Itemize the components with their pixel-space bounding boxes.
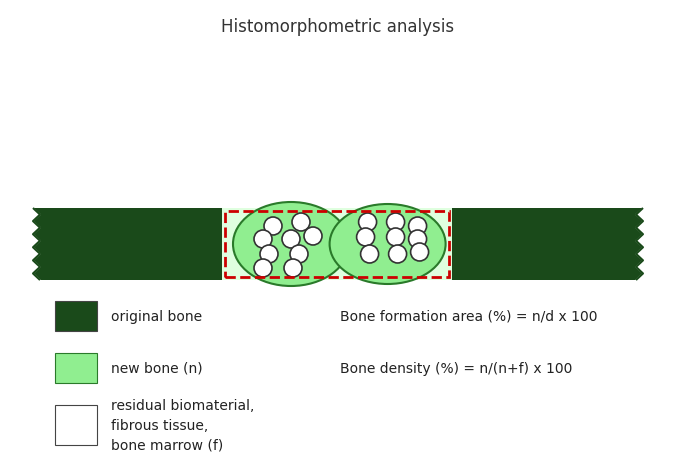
Text: Bone density (%) = n/(n+f) x 100: Bone density (%) = n/(n+f) x 100	[340, 361, 573, 375]
Bar	[222, 208, 452, 280]
Bar	[55, 302, 97, 331]
Circle shape	[254, 230, 272, 248]
Polygon shape	[19, 208, 40, 280]
Text: new bone (n): new bone (n)	[111, 361, 203, 375]
Circle shape	[260, 246, 278, 263]
Circle shape	[387, 213, 405, 231]
Circle shape	[389, 246, 406, 263]
Bar	[28, 208, 222, 280]
Text: Histomorphometric analysis: Histomorphometric analysis	[222, 18, 454, 36]
Circle shape	[284, 259, 302, 277]
Ellipse shape	[330, 205, 445, 285]
Bar	[225, 212, 449, 277]
Polygon shape	[636, 208, 657, 280]
Circle shape	[410, 243, 429, 262]
Text: original bone: original bone	[111, 309, 202, 323]
Circle shape	[408, 230, 427, 248]
Circle shape	[360, 246, 379, 263]
Circle shape	[408, 218, 427, 235]
Bar	[55, 353, 97, 383]
Circle shape	[292, 213, 310, 231]
Text: Bone formation area (%) = n/d x 100: Bone formation area (%) = n/d x 100	[340, 309, 598, 323]
Circle shape	[254, 259, 272, 277]
Circle shape	[357, 229, 375, 246]
Circle shape	[290, 246, 308, 263]
Circle shape	[387, 229, 405, 246]
Bar	[452, 208, 648, 280]
Bar	[55, 405, 97, 445]
Circle shape	[358, 213, 377, 231]
Ellipse shape	[233, 202, 349, 286]
Circle shape	[282, 230, 300, 248]
Circle shape	[264, 218, 282, 235]
Circle shape	[304, 228, 322, 246]
Text: residual biomaterial,
fibrous tissue,
bone marrow (f): residual biomaterial, fibrous tissue, bo…	[111, 398, 254, 452]
